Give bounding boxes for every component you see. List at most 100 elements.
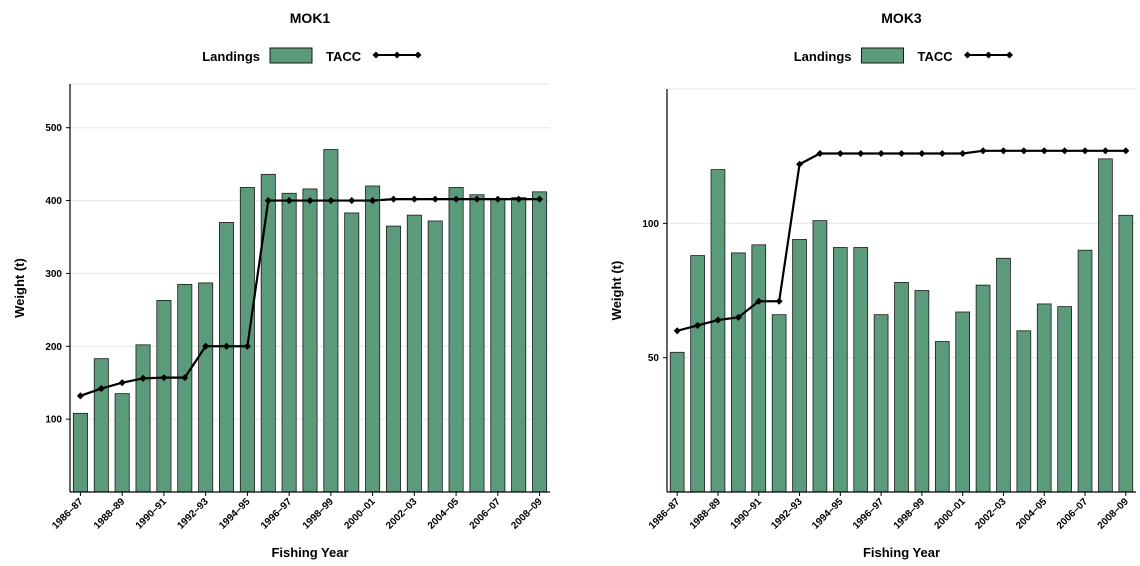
- chart-mok3: MOK3 Landings TACC 50 100 1986–87 1988–89 1990–…: [609, 10, 1136, 560]
- bar-landings: [934, 341, 950, 493]
- bar-landings: [511, 197, 527, 493]
- point-tacc: [431, 195, 439, 203]
- bar-landings: [731, 252, 746, 493]
- bar-landings: [955, 311, 971, 493]
- y-tick-label: 100: [642, 219, 659, 230]
- legend-marker-tacc: [1005, 51, 1014, 59]
- point-tacc: [877, 149, 885, 158]
- point-tacc: [714, 316, 722, 324]
- bar-landings: [72, 412, 88, 493]
- point-tacc: [999, 147, 1007, 155]
- point-tacc: [515, 195, 523, 203]
- chart-title: MOK3: [881, 10, 922, 26]
- point-tacc: [775, 297, 783, 305]
- point-tacc: [306, 197, 314, 205]
- point-tacc: [918, 149, 926, 158]
- point-tacc: [369, 197, 377, 205]
- point-tacc: [494, 195, 502, 203]
- point-tacc: [673, 327, 681, 335]
- bar-landings: [93, 358, 109, 493]
- point-tacc: [857, 149, 865, 158]
- legend-label-tacc: TACC: [326, 49, 362, 64]
- y-tick-label: 400: [45, 196, 62, 207]
- chart-title: MOK1: [290, 10, 331, 26]
- y-tick-label: 300: [45, 269, 62, 280]
- bar-landings: [853, 247, 869, 493]
- x-tick-label: 1992–93: [769, 496, 805, 532]
- bar-landings: [1118, 214, 1134, 493]
- bar-landings: [1077, 249, 1093, 493]
- point-tacc: [389, 195, 398, 203]
- x-tick-label: 1988–89: [92, 496, 128, 532]
- x-tick-label: 1992–93: [175, 496, 211, 532]
- x-tick-label: 2000–01: [932, 496, 968, 532]
- x-tick-label: 1986–87: [50, 496, 86, 532]
- bar-landings: [690, 255, 705, 493]
- point-tacc: [160, 374, 168, 382]
- bar-landings: [914, 290, 930, 493]
- bar-landings: [1098, 158, 1113, 493]
- legend-marker-tacc: [372, 51, 380, 59]
- legend-label-tacc: TACC: [918, 49, 954, 64]
- bar-landings: [114, 393, 130, 493]
- y-tick-label: 500: [45, 123, 62, 134]
- point-tacc: [327, 197, 335, 205]
- point-tacc: [473, 195, 481, 203]
- bar-landings: [532, 191, 548, 493]
- bar-landings: [135, 344, 151, 493]
- point-tacc: [979, 147, 987, 155]
- legend-label-landings: Landings: [794, 49, 852, 64]
- point-tacc: [285, 197, 293, 205]
- legend-marker-tacc: [984, 51, 993, 59]
- point-tacc: [348, 197, 356, 205]
- point-tacc: [181, 374, 189, 382]
- point-tacc: [118, 379, 126, 387]
- y-axis-label: Weight (t): [12, 258, 27, 318]
- bar-landings: [385, 225, 401, 493]
- bar-landings: [771, 314, 787, 493]
- point-tacc: [536, 195, 544, 203]
- x-tick-label: 1994–95: [217, 496, 253, 532]
- legend-label-landings: Landings: [202, 49, 260, 64]
- legend-marker-tacc: [414, 51, 422, 59]
- point-tacc: [1020, 147, 1028, 155]
- x-tick-label: 1996–97: [259, 496, 295, 532]
- bar-landings: [710, 169, 726, 493]
- y-axis-label: Weight (t): [609, 261, 624, 321]
- legend-marker-tacc: [963, 51, 972, 59]
- x-tick-label: 1994–95: [810, 496, 846, 532]
- point-tacc: [222, 342, 231, 350]
- point-tacc: [836, 149, 844, 158]
- bar-landings: [1036, 303, 1052, 493]
- bar-landings: [406, 214, 422, 493]
- point-tacc: [938, 149, 946, 158]
- point-tacc: [694, 321, 702, 329]
- bar-landings: [302, 188, 318, 493]
- bar-landings: [832, 247, 848, 493]
- bar-landings: [1057, 306, 1072, 493]
- point-tacc: [410, 195, 418, 203]
- bar-landings: [469, 194, 485, 493]
- bar-landings: [156, 299, 172, 493]
- x-tick-label: 1996–97: [851, 496, 887, 532]
- legend: Landings TACC: [202, 47, 422, 64]
- legend: Landings TACC: [794, 47, 1014, 64]
- x-tick-label: 1990–91: [729, 496, 765, 532]
- legend-swatch-landings: [861, 47, 904, 64]
- x-tick-label: 2004–05: [1014, 496, 1050, 532]
- bar-landings: [198, 282, 214, 493]
- y-tick-label: 100: [45, 415, 62, 426]
- point-tacc: [202, 342, 210, 350]
- point-tacc: [264, 197, 272, 205]
- bar-landings: [344, 212, 360, 493]
- point-tacc: [959, 149, 967, 158]
- point-tacc: [796, 160, 804, 168]
- x-axis-label: Fishing Year: [863, 545, 940, 560]
- bar-landings: [975, 284, 991, 493]
- point-tacc: [452, 195, 460, 203]
- bar-landings: [177, 283, 193, 493]
- bar-landings: [365, 185, 381, 493]
- point-tacc: [1122, 147, 1130, 155]
- y-tick-label: 50: [648, 353, 660, 364]
